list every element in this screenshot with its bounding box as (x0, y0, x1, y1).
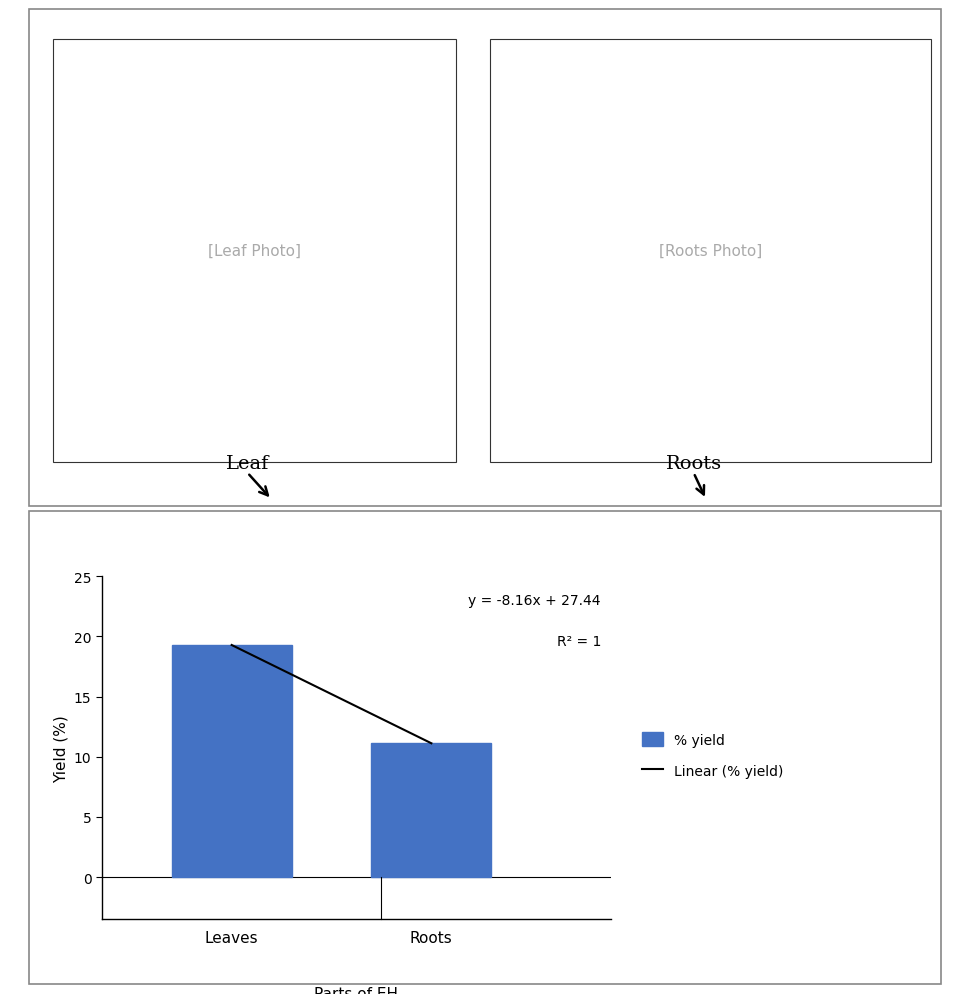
Bar (371, 744, 490, 878)
Text: Leaf: Leaf (226, 454, 268, 472)
Bar (172, 645, 292, 878)
Text: [Leaf Photo]: [Leaf Photo] (208, 244, 300, 258)
Legend: % yield, Linear (% yield): % yield, Linear (% yield) (641, 733, 783, 778)
X-axis label: Parts of EH: Parts of EH (314, 986, 398, 994)
Text: [Roots Photo]: [Roots Photo] (658, 244, 762, 258)
Text: y = -8.16x + 27.44: y = -8.16x + 27.44 (468, 593, 600, 607)
Text: R² = 1: R² = 1 (556, 635, 600, 649)
Y-axis label: Yield (%): Yield (%) (53, 714, 68, 782)
Text: Roots: Roots (665, 454, 721, 472)
